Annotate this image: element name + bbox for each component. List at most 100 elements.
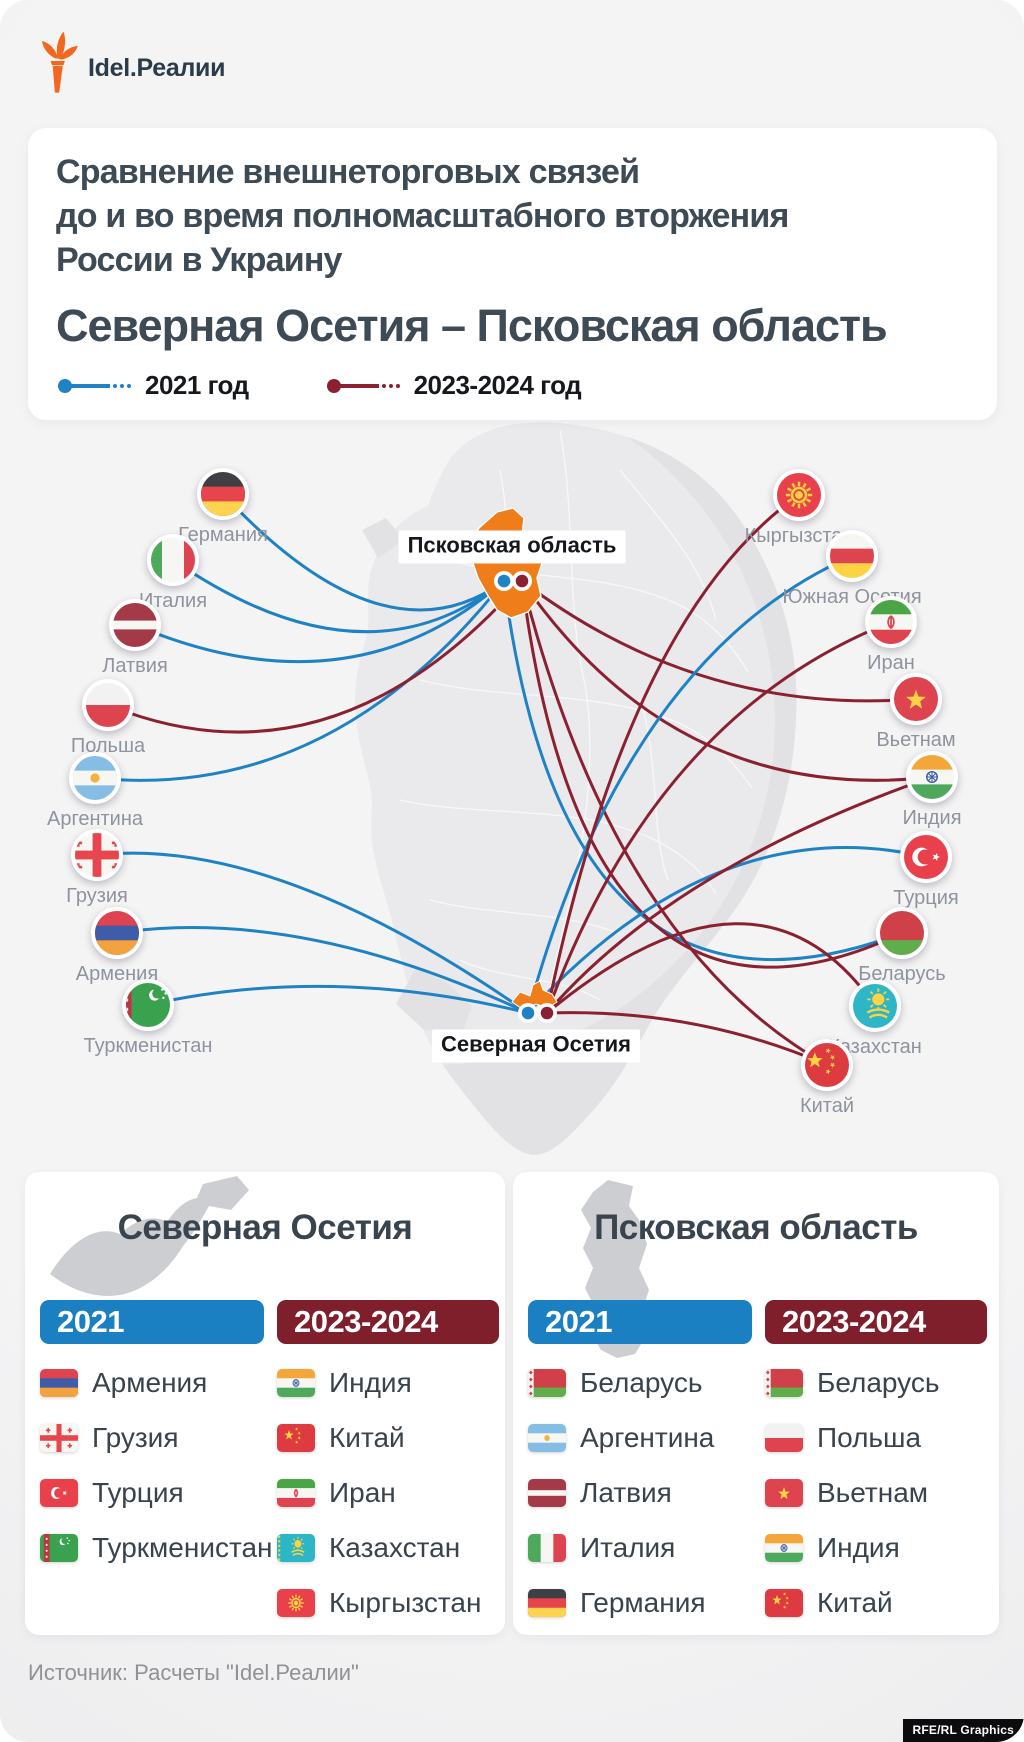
ge-flag-icon [40,1424,78,1452]
legend-dot-2023-2024 [326,378,341,393]
country-row-vn: Вьетнам [765,1475,987,1511]
hub-dot-2021-pskov [497,574,511,588]
flag-label-in: Индия [902,807,962,829]
period-header-2021: 2021 [528,1300,752,1344]
country-list: Беларусь Аргентина Латвия Италия Германия [528,1365,752,1621]
country-row-cn: Китай [277,1420,499,1456]
flag-label-ge: Грузия [66,885,128,907]
panel-title: Псковская область [594,1208,918,1247]
trade-link-ossetia-cn [545,1011,829,1067]
country-row-lv: Латвия [528,1475,752,1511]
lv-flag-icon [528,1479,566,1507]
tm-flag-icon [122,979,174,1031]
am-flag-icon [91,907,143,959]
kg-flag-icon [773,469,825,521]
cn-flag-icon [765,1589,803,1617]
country-row-pl: Польша [765,1420,987,1456]
hub-dot-2023-ossetia [540,1006,554,1020]
in-flag-icon [765,1534,803,1562]
country-row-it: Италия [528,1530,752,1566]
period-column-2023-2024: 2023-2024 Беларусь Польша Вьетнам Индия Китай [765,1300,987,1621]
flag-label-vn: Вьетнам [876,729,956,751]
country-list: Армения Грузия Турция Туркменистан [40,1365,273,1566]
country-name: Индия [817,1532,900,1563]
os-flag-icon [826,530,878,582]
ar-flag-icon [528,1424,566,1452]
it-flag-icon [528,1534,566,1562]
ossetia-silhouette [50,1176,249,1296]
region-panel-pskov: Псковская область 2021 Беларусь Аргентина Ла… [513,1172,999,1635]
trade-link-ossetia-ge [95,851,530,1015]
country-name: Китай [817,1587,893,1618]
flag-label-am: Армения [75,963,159,985]
ir-flag-icon [277,1479,315,1507]
flag-label-cn: Китай [799,1095,855,1117]
kz-flag-icon [277,1534,315,1562]
country-list: Беларусь Польша Вьетнам Индия Китай [765,1365,987,1621]
trade-link-ossetia-os [526,554,854,1015]
lv-flag-icon [109,599,161,651]
trade-link-pskov-by [502,579,904,962]
panel-title: Северная Осетия [117,1208,413,1247]
de-flag-icon [197,468,249,520]
region-panel-ossetia: Северная Осетия 2021 Армения Грузия Турция Ту… [25,1172,505,1635]
country-name: Беларусь [817,1367,940,1398]
country-name: Армения [92,1367,208,1398]
country-name: Германия [580,1587,706,1618]
flag-label-by: Беларусь [858,963,946,985]
title-card: Сравнение внешнеторговых связей до и во … [28,128,997,420]
legend-line-2021 [70,383,110,388]
legend-label-2021: 2021 год [145,370,249,400]
country-row-cn: Китай [765,1585,987,1621]
country-name: Индия [329,1367,412,1398]
flag-label-tr: Турция [893,887,959,909]
cn-flag-icon [801,1039,853,1091]
pl-flag-icon [82,679,134,731]
subtitle-regions: Северная Осетия – Псковская область [56,300,888,351]
map-fragment [362,518,404,558]
main-title: Сравнение внешнеторговых связей до и во … [56,150,789,282]
main-title-line-3: России в Украину [56,241,342,279]
by-flag-icon [528,1369,566,1397]
country-row-in: Индия [277,1365,499,1401]
tm-flag-icon [40,1534,78,1562]
ar-flag-icon [69,752,121,804]
it-flag-icon [147,534,199,586]
ir-flag-icon [865,596,917,648]
period-column-2021: 2021 Беларусь Аргентина Латвия Италия Германи… [528,1300,752,1621]
country-row-by: Беларусь [765,1365,987,1401]
flag-label-ar: Аргентина [47,808,143,830]
brand-name: Idel.Реалии [88,54,226,82]
country-row-tm: Туркменистан [40,1530,273,1566]
country-name: Аргентина [580,1422,715,1453]
country-name: Иран [329,1477,396,1508]
legend: 2021 год 2023-2024 год [58,370,582,401]
flag-label-kg: Кыргызстан [744,525,854,547]
country-name: Вьетнам [817,1477,929,1508]
trade-link-pskov-it [171,558,506,634]
am-flag-icon [40,1369,78,1397]
country-name: Казахстан [329,1532,461,1563]
trade-link-pskov-pl [106,579,524,734]
trade-link-ossetia-am [115,926,530,1015]
country-name: Туркменистан [92,1532,273,1563]
trade-link-pskov-cn [520,579,829,1067]
hub-dot-2021-ossetia [521,1006,535,1020]
legend-item-2023-2024: 2023-2024 год [326,370,582,401]
trade-link-pskov-lv [133,579,506,664]
trade-link-ossetia-ir [545,620,893,1015]
country-row-by: Беларусь [528,1365,752,1401]
country-list: Индия Китай Иран Казахстан Кыргызстан [277,1365,499,1621]
legend-dashes-2023-2024 [381,383,400,388]
trade-link-pskov-in [520,579,934,782]
legend-line-2023-2024 [338,383,379,388]
period-column-2023-2024: 2023-2024 Индия Китай Иран Казахстан Кыргызст… [277,1300,499,1621]
country-row-ar: Аргентина [528,1420,752,1456]
flag-label-de: Германия [178,524,268,546]
flag-label-lv: Латвия [102,655,168,677]
country-name: Турция [92,1477,184,1508]
map-fragment [396,968,472,1034]
period-column-2021: 2021 Армения Грузия Турция Туркменистан [40,1300,273,1566]
trade-link-ossetia-kg [545,493,801,1015]
